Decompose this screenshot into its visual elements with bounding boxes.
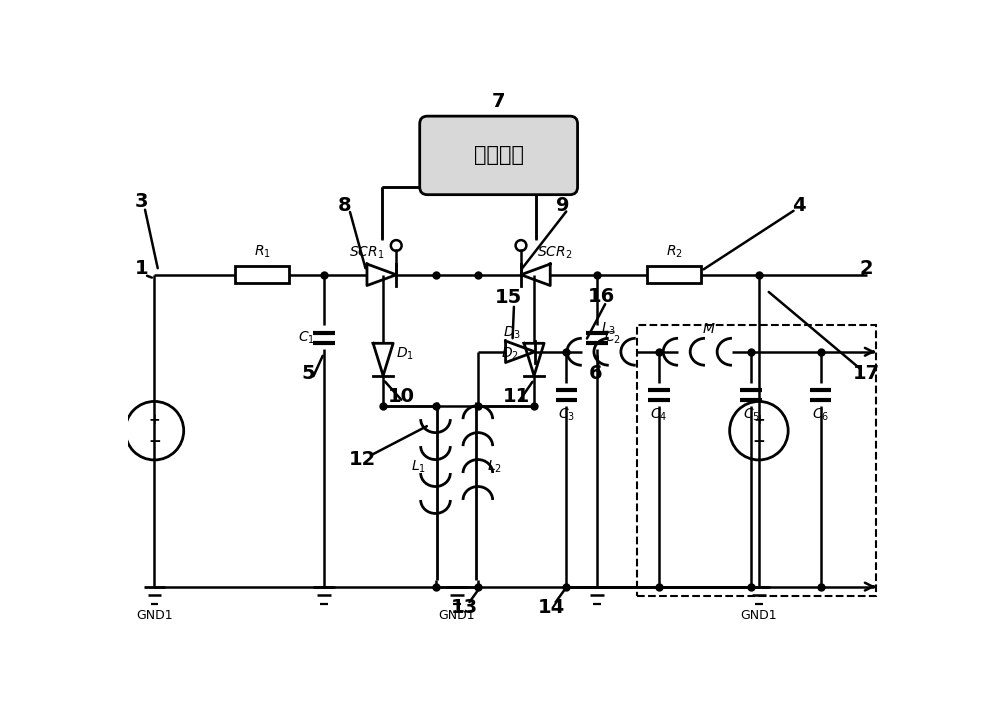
Text: $L_1$: $L_1$	[411, 459, 426, 476]
Text: 6: 6	[589, 364, 602, 383]
Text: +: +	[753, 413, 765, 427]
Text: $SCR_1$: $SCR_1$	[349, 245, 384, 261]
Text: $D_3$: $D_3$	[503, 324, 522, 341]
Text: 15: 15	[495, 288, 522, 308]
Text: $C_5$: $C_5$	[743, 407, 760, 423]
Text: 12: 12	[349, 450, 376, 469]
Text: $D_1$: $D_1$	[396, 346, 414, 362]
Text: $D_2$: $D_2$	[501, 346, 519, 362]
Text: 10: 10	[387, 387, 414, 406]
Bar	[647, 266, 701, 283]
Text: 11: 11	[503, 387, 530, 406]
Text: 1: 1	[135, 259, 148, 278]
Text: 14: 14	[537, 598, 565, 617]
Text: −: −	[148, 434, 161, 449]
Text: +: +	[149, 413, 160, 427]
Text: $L_2$: $L_2$	[487, 459, 502, 476]
FancyBboxPatch shape	[420, 116, 578, 195]
Text: 5: 5	[302, 364, 315, 383]
Text: $R_1$: $R_1$	[254, 243, 271, 260]
Text: $M$: $M$	[702, 321, 716, 336]
Text: $L_3$: $L_3$	[601, 321, 616, 337]
Bar	[235, 266, 289, 283]
Text: 9: 9	[556, 196, 569, 215]
Text: 8: 8	[338, 196, 351, 215]
Text: $C_3$: $C_3$	[558, 407, 575, 423]
Text: −: −	[753, 434, 765, 449]
Text: GND1: GND1	[136, 610, 173, 623]
Text: 时序控制: 时序控制	[474, 146, 524, 165]
Text: 3: 3	[135, 192, 148, 211]
Text: $SCR_2$: $SCR_2$	[537, 245, 573, 261]
Text: $C_4$: $C_4$	[650, 407, 667, 423]
Bar	[637, 325, 876, 596]
Text: 4: 4	[792, 196, 806, 215]
Text: $C_1$: $C_1$	[298, 329, 315, 346]
Text: 7: 7	[492, 92, 505, 111]
Text: $C_2$: $C_2$	[604, 329, 621, 346]
Text: $R_2$: $R_2$	[666, 243, 683, 260]
Text: 17: 17	[853, 364, 880, 383]
Text: 2: 2	[860, 259, 874, 278]
Text: $C_6$: $C_6$	[812, 407, 829, 423]
Text: 16: 16	[587, 287, 615, 306]
Text: GND1: GND1	[438, 610, 475, 623]
Text: GND1: GND1	[741, 610, 777, 623]
Text: 13: 13	[451, 598, 478, 617]
